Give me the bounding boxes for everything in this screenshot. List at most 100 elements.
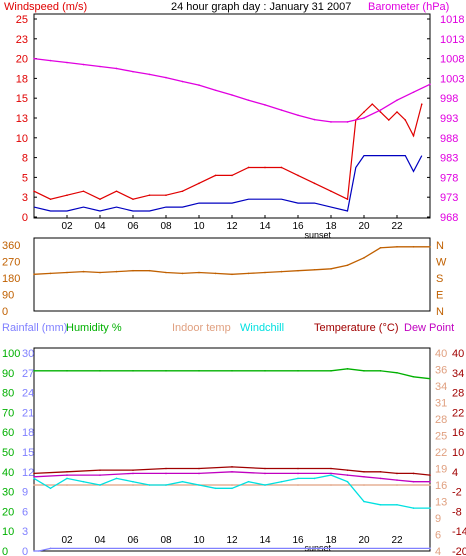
windchill-point bbox=[66, 477, 68, 480]
windspeed-point bbox=[198, 182, 200, 185]
humidity-tick: 0 bbox=[2, 546, 8, 556]
wind-y-tick: 15 bbox=[16, 93, 28, 105]
wind-direction-point bbox=[181, 272, 184, 275]
windchill-point bbox=[231, 487, 233, 490]
indoor-temp-point bbox=[231, 484, 233, 486]
windspeed-point bbox=[49, 198, 52, 200]
indoor-temp-point bbox=[66, 484, 68, 486]
windspeed-point bbox=[371, 103, 374, 105]
barometer-tick: 978 bbox=[440, 172, 458, 184]
windchill-point bbox=[330, 474, 332, 476]
barometer-point bbox=[99, 65, 101, 68]
barometer-point bbox=[198, 84, 200, 86]
wind-direction-point bbox=[148, 269, 151, 272]
wind-direction-point bbox=[363, 257, 365, 259]
dew-point-point bbox=[66, 474, 68, 476]
legend-humidity: Humidity % bbox=[66, 322, 122, 334]
windchill-point bbox=[297, 477, 299, 480]
barometer-point bbox=[346, 121, 349, 123]
legend-rainfall: Rainfall (mm) bbox=[2, 322, 67, 334]
dew-point-point bbox=[396, 479, 398, 481]
windspeed-point bbox=[420, 103, 423, 105]
wind-direction-point bbox=[231, 273, 233, 276]
wind-x-tick: 02 bbox=[61, 221, 73, 232]
temperature-c-point bbox=[363, 471, 365, 473]
indoor-temp-tick: 40 bbox=[435, 348, 447, 360]
rainfall-tick: 27 bbox=[22, 368, 34, 380]
humidity-point bbox=[396, 372, 398, 374]
windchill-point bbox=[82, 480, 85, 483]
temperature-c-point bbox=[346, 469, 349, 471]
barometer-point bbox=[132, 70, 134, 73]
windchill-point bbox=[379, 504, 382, 506]
windspeed-point bbox=[297, 174, 299, 177]
direction-y-tick: 360 bbox=[2, 240, 20, 252]
temperature-c-point bbox=[379, 471, 382, 473]
barometer-point bbox=[429, 83, 431, 86]
rainfall-mm-point bbox=[429, 547, 431, 550]
wind-y-tick: 0 bbox=[22, 212, 28, 224]
indoor-temp-tick: 36 bbox=[435, 365, 447, 377]
humidity-line bbox=[34, 368, 431, 380]
windspeed-point bbox=[396, 111, 398, 113]
temperature-tick: 28 bbox=[452, 388, 464, 400]
windchill-point bbox=[148, 484, 151, 486]
rainfall-tick: 18 bbox=[22, 427, 34, 439]
dew-point-point bbox=[99, 474, 101, 476]
windspeed-point bbox=[247, 166, 250, 169]
direction-y-tick: 90 bbox=[2, 290, 14, 302]
wind-x-tick: 18 bbox=[325, 221, 337, 232]
temperature-c-line bbox=[33, 466, 431, 476]
humidity-tick: 70 bbox=[2, 407, 14, 419]
windspeed-point bbox=[264, 166, 266, 169]
windchill-point bbox=[181, 480, 184, 483]
temperature-c-point bbox=[132, 469, 134, 471]
temperature-tick: -20 bbox=[452, 546, 466, 556]
humidity-point bbox=[231, 370, 233, 372]
barometer-point bbox=[313, 118, 316, 121]
temperature-tick: 40 bbox=[452, 348, 464, 360]
indoor-temp-tick: 19 bbox=[435, 464, 447, 476]
temperature-c-point bbox=[231, 466, 233, 468]
wind-y-tick: 13 bbox=[16, 113, 28, 125]
temperature-tick: -2 bbox=[452, 487, 462, 499]
indoor-temp-point bbox=[363, 484, 365, 486]
rainfall-mm-point bbox=[38, 550, 40, 552]
dew-point-point bbox=[264, 472, 266, 475]
windchill-point bbox=[280, 480, 283, 483]
wind-y-tick: 18 bbox=[16, 73, 28, 85]
direction-compass-tick: N bbox=[436, 240, 444, 252]
windchill-point bbox=[99, 484, 101, 486]
barometer-point bbox=[264, 104, 266, 106]
dew-point-point bbox=[330, 472, 332, 475]
dew-point-point bbox=[379, 477, 382, 480]
barometer-point bbox=[49, 59, 52, 62]
wind-direction-point bbox=[313, 268, 316, 271]
windspeed-point bbox=[33, 190, 35, 193]
temperature-c-point bbox=[264, 467, 266, 470]
dew-point-point bbox=[297, 472, 299, 475]
temperature-c-point bbox=[165, 467, 167, 470]
barometer-tick: 1008 bbox=[440, 54, 464, 66]
indoor-temp-tick: 28 bbox=[435, 414, 447, 426]
windspeed-point bbox=[66, 194, 68, 196]
humidity-tick: 100 bbox=[2, 348, 20, 360]
wind-direction-point bbox=[49, 272, 52, 275]
humidity-point bbox=[264, 370, 266, 372]
humidity-point bbox=[165, 370, 167, 372]
wind-direction-point bbox=[99, 271, 101, 274]
barometer-point bbox=[181, 80, 184, 83]
humidity-point bbox=[363, 370, 365, 372]
temp-x-tick: 08 bbox=[160, 535, 172, 546]
dew-point-point bbox=[231, 471, 233, 473]
wind-x-tick: 16 bbox=[292, 221, 304, 232]
barometer-point bbox=[33, 57, 35, 60]
wind-y-tick: 8 bbox=[22, 153, 28, 165]
humidity-point bbox=[412, 375, 415, 378]
indoor-temp-tick: 6 bbox=[435, 530, 441, 542]
wind-direction-point bbox=[280, 270, 283, 273]
temperature-c-point bbox=[429, 474, 431, 476]
wind-direction-point bbox=[330, 268, 332, 270]
temperature-c-point bbox=[198, 467, 200, 470]
windspeed-point bbox=[387, 119, 390, 121]
